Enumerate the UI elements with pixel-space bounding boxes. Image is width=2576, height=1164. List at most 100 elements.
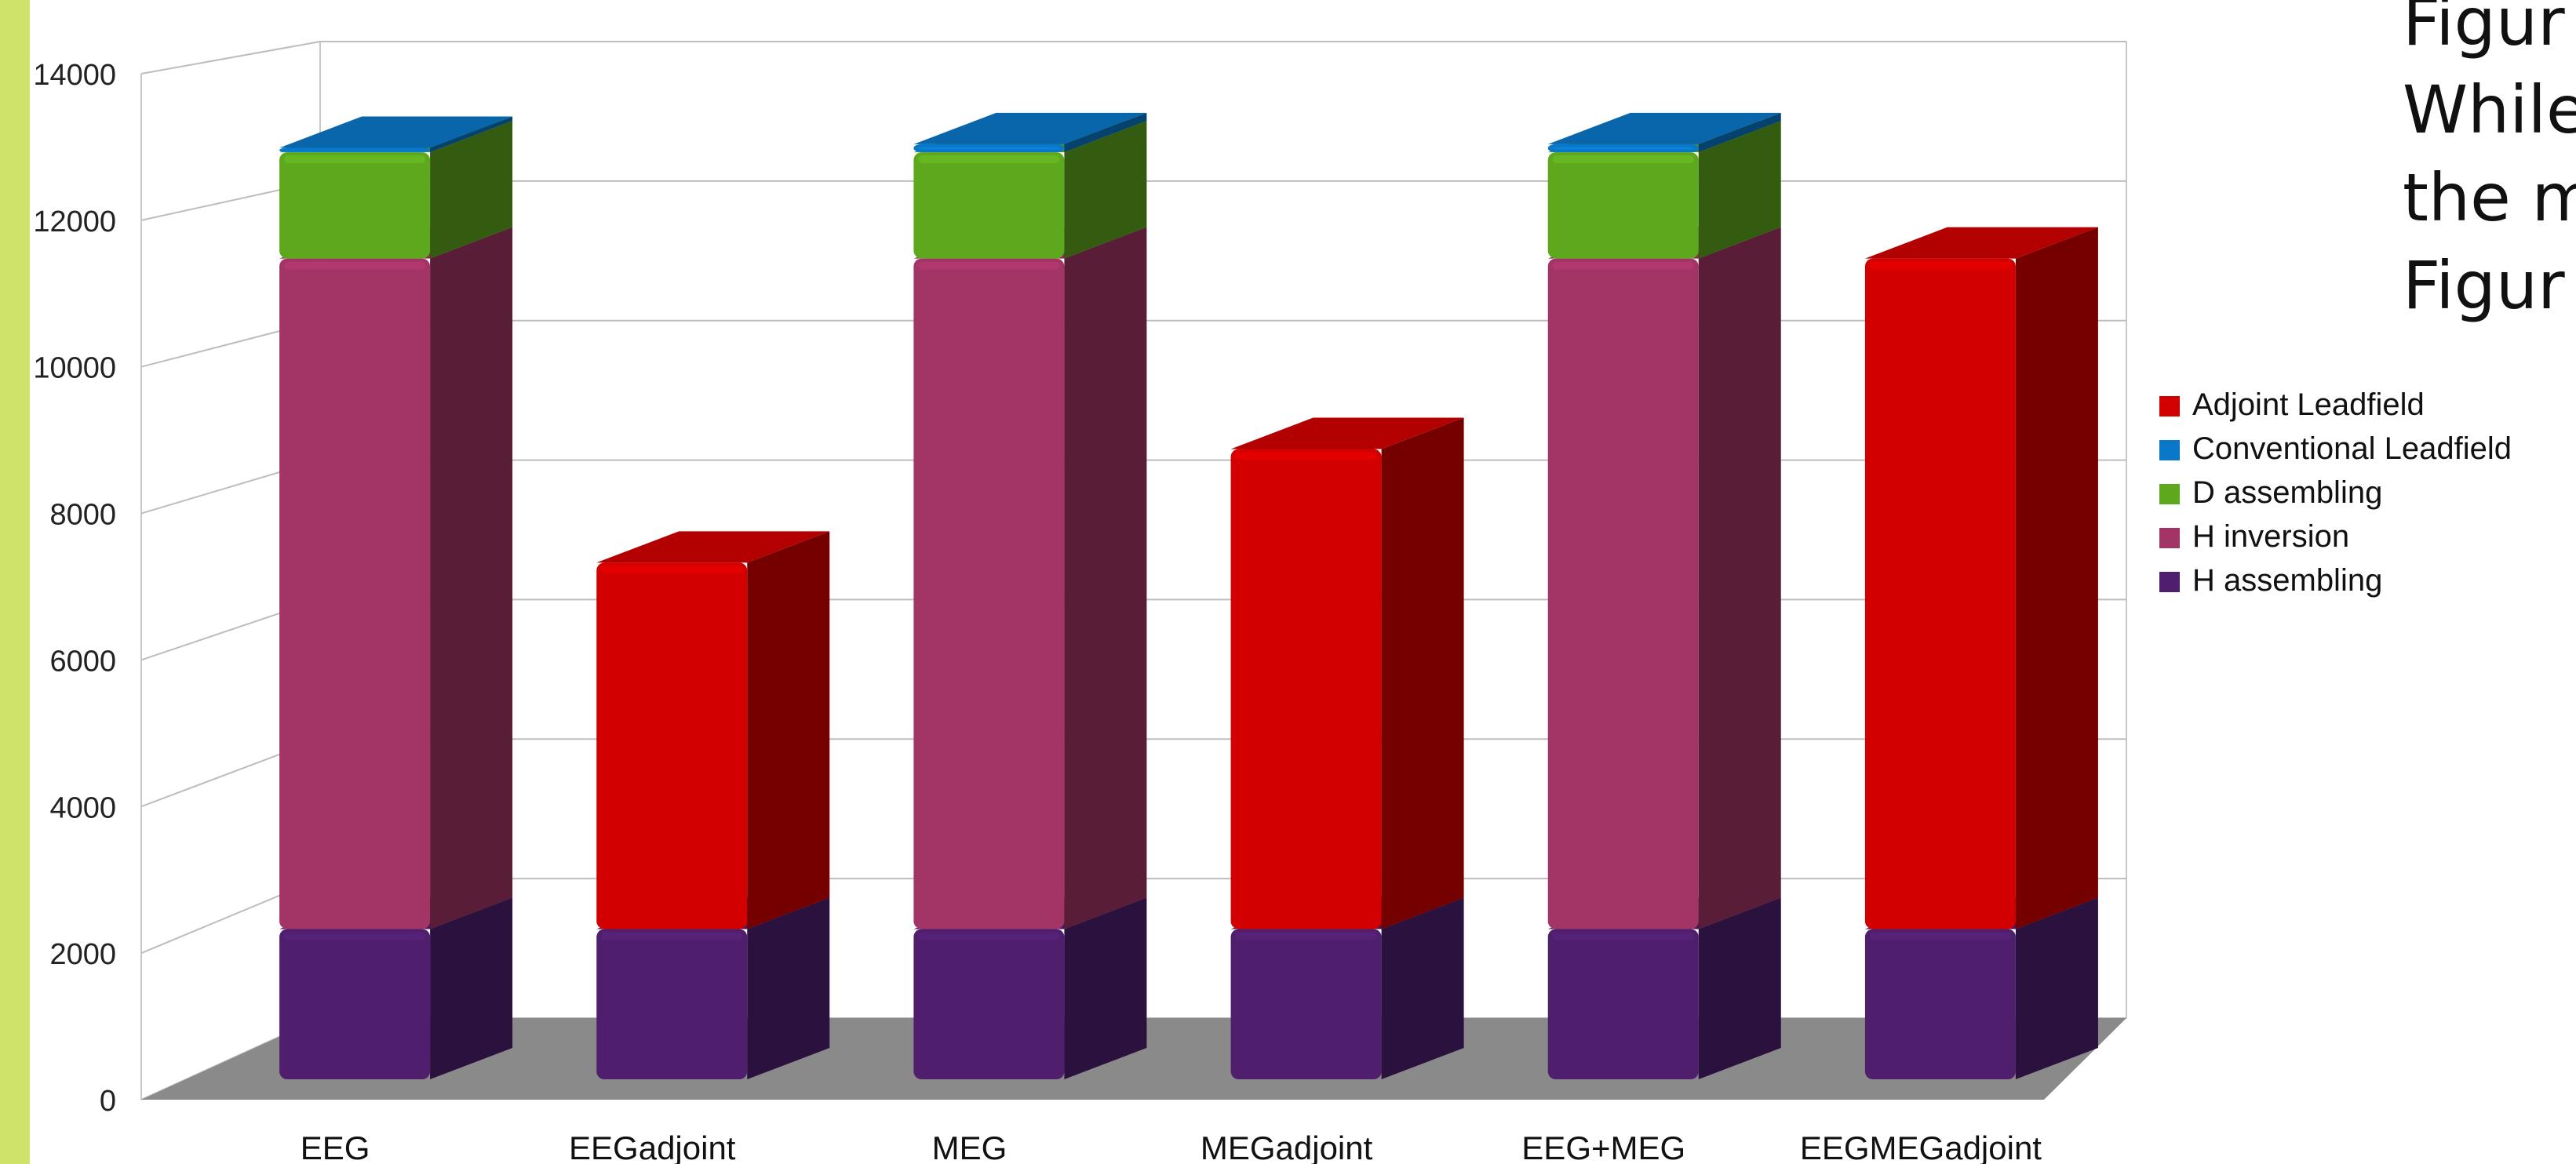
bar-side-face: [1698, 112, 1781, 153]
bar-segment-conventional-leadfield: [913, 112, 1147, 153]
y-tick-label: 8000: [49, 499, 116, 532]
bar-highlight: [918, 155, 1060, 164]
slide-text-line: Figur: [2403, 247, 2565, 324]
bar-highlight: [284, 932, 426, 940]
bar-highlight: [1869, 261, 2011, 270]
y-tick-label: 14000: [33, 59, 116, 92]
bar-eeg-meg: [1547, 112, 1781, 1079]
bar-eeg: [279, 116, 513, 1079]
bar-top-face: [1864, 227, 2098, 259]
bar-side-face: [747, 897, 830, 1079]
legend-label: Conventional Leadfield: [2192, 431, 2512, 466]
legend-swatch: [2159, 440, 2180, 460]
bar-highlight: [1869, 932, 2011, 940]
bar-highlight: [1552, 147, 1694, 150]
bar-highlight: [601, 566, 743, 574]
bar-top-face: [596, 531, 830, 563]
x-category-label: EEGadjoint: [569, 1129, 736, 1164]
bar-side-face: [430, 227, 513, 929]
legend-label: Adjoint Leadfield: [2192, 387, 2425, 422]
bar-segment-conventional-leadfield: [1547, 112, 1781, 153]
bar-top-face: [279, 116, 513, 148]
slide-accent-bar: [0, 0, 30, 1164]
y-tick-label: 0: [100, 1085, 116, 1118]
bar-front-face: [1547, 152, 1699, 259]
bar-highlight: [918, 932, 1060, 940]
bar-front-face: [596, 929, 748, 1079]
bar-highlight: [284, 151, 426, 152]
x-category-label: MEG: [932, 1129, 1007, 1164]
y-axis-tick-labels: 0 2000 4000 6000 8000 10000 12000 14000: [33, 59, 116, 1118]
legend-item-d-assembling: D assembling: [2159, 475, 2382, 510]
slide-text-line: Figur: [2403, 0, 2565, 60]
legend-swatch: [2159, 396, 2180, 416]
gridline-side: [140, 41, 321, 75]
y-tick-label: 4000: [49, 791, 116, 824]
bar-side-face: [430, 897, 513, 1079]
bar-segment-conventional-leadfield: [279, 116, 513, 153]
x-category-label: EEG+MEG: [1521, 1129, 1685, 1164]
bar-side-face: [1064, 121, 1147, 259]
bar-top-face: [913, 112, 1147, 144]
bar-megadjoint: [1230, 417, 1464, 1079]
x-category-label: MEGadjoint: [1201, 1129, 1373, 1164]
bar-side-face: [1698, 897, 1781, 1079]
chart-bars: [279, 112, 2098, 1079]
legend-swatch: [2159, 528, 2180, 548]
bar-side-face: [1698, 227, 1781, 929]
bar-front-face: [1864, 929, 2016, 1079]
bar-highlight: [1552, 261, 1694, 270]
x-category-label: EEG: [301, 1129, 370, 1164]
bar-side-face: [1381, 417, 1464, 929]
y-tick-label: 2000: [49, 938, 116, 971]
legend-swatch: [2159, 572, 2180, 592]
bar-eegadjoint: [596, 531, 830, 1079]
bar-highlight: [1552, 155, 1694, 164]
bar-side-face: [1064, 897, 1147, 1079]
bar-front-face: [279, 929, 431, 1079]
y-tick-label: 10000: [33, 352, 116, 385]
y-tick-label: 6000: [49, 645, 116, 678]
bar-side-face: [1064, 227, 1147, 929]
legend-label: D assembling: [2192, 475, 2382, 510]
bar-side-face: [430, 116, 513, 153]
bar-front-face: [1547, 929, 1699, 1079]
bar-front-face: [913, 258, 1065, 929]
bar-front-face: [279, 152, 431, 259]
bar-front-face: [1230, 929, 1382, 1079]
bar-front-face: [913, 152, 1065, 259]
bar-side-face: [1064, 112, 1147, 153]
bar-segment-adjoint-leadfield: [1230, 417, 1464, 929]
bar-side-face: [2015, 897, 2098, 1079]
bar-side-face: [430, 121, 513, 259]
bar-front-face: [279, 258, 431, 929]
x-category-label: EEGMEGadjoint: [1800, 1129, 2042, 1164]
bar-segment-adjoint-leadfield: [1864, 227, 2098, 929]
bar-top-face: [1547, 112, 1781, 144]
bar-highlight: [1235, 452, 1377, 460]
bar-front-face: [1864, 258, 2016, 929]
bar-highlight: [1552, 932, 1694, 940]
legend-item-h-inversion: H inversion: [2159, 519, 2349, 554]
slide-body-text: Figur While the m Figur: [2403, 0, 2576, 329]
bar-highlight: [284, 261, 426, 270]
bar-highlight: [918, 261, 1060, 270]
bar-side-face: [747, 531, 830, 929]
bar-eegmegadjoint: [1864, 227, 2098, 1079]
bar-segment-adjoint-leadfield: [596, 531, 830, 929]
x-axis-category-labels: EEG EEGadjoint MEG MEGadjoint EEG+MEG EEGMEGa…: [301, 1129, 2042, 1164]
slide-text-line: While: [2403, 71, 2576, 148]
bar-front-face: [1547, 258, 1699, 929]
bar-segment-h-inversion: [1547, 227, 1781, 929]
bar-side-face: [2015, 227, 2098, 929]
legend-label: H assembling: [2192, 563, 2382, 598]
bar-highlight: [284, 155, 426, 164]
bar-front-face: [1230, 449, 1382, 929]
bar-segment-h-inversion: [913, 227, 1147, 929]
bar-front-face: [596, 562, 748, 929]
chart-legend: Adjoint Leadfield Conventional Leadfield D…: [2159, 387, 2512, 598]
bar-highlight: [601, 932, 743, 940]
legend-label: H inversion: [2192, 519, 2349, 554]
